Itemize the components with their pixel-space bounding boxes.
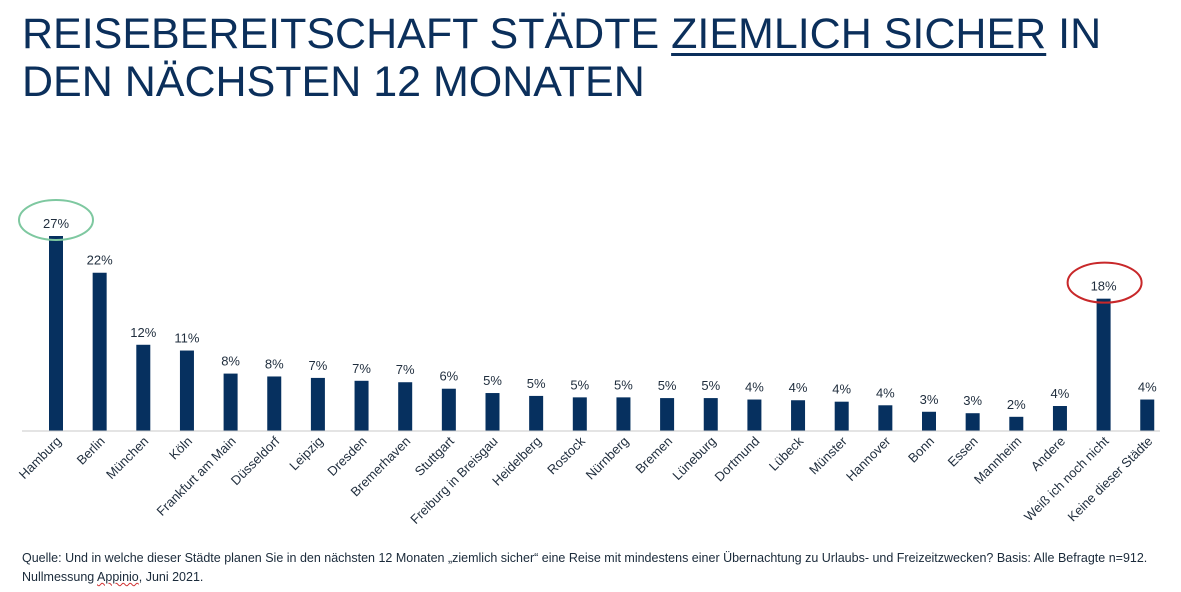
value-label-dortmund: 4% (745, 380, 764, 395)
value-label-frankfurt-am-main: 8% (221, 354, 240, 369)
bar-leipzig (310, 377, 325, 431)
category-label-munchen: München (103, 434, 151, 482)
value-label-bonn: 3% (920, 392, 939, 407)
title-underlined: ZIEMLICH SICHER (671, 10, 1047, 58)
source-text-end: , Juni 2021. (138, 570, 204, 584)
category-label-rostock: Rostock (544, 433, 588, 477)
bar-rostock (572, 397, 587, 431)
value-label-lubeck: 4% (789, 380, 808, 395)
value-label-weiss-ich-noch-nicht: 18% (1091, 279, 1117, 294)
bar-andere (1052, 406, 1067, 431)
bar-dresden (354, 380, 369, 431)
bar-luneburg (703, 398, 718, 431)
value-label-munster: 4% (832, 382, 851, 397)
bar-lubeck (791, 400, 806, 431)
chart-title: REISEBEREITSCHAFT STÄDTE ZIEMLICH SICHER… (22, 10, 1172, 106)
highlight-ellipse-hamburg (18, 199, 94, 241)
value-label-stuttgart: 6% (439, 369, 458, 384)
category-label-munster: Münster (806, 433, 850, 477)
category-label-freiburg-in-breisgau: Freiburg in Breisgau (407, 434, 500, 527)
category-label-bremen: Bremen (632, 434, 675, 477)
bar-frankfurt-am-main (223, 373, 238, 431)
source-text: Quelle: Und in welche dieser Städte plan… (22, 551, 1148, 584)
highlight-ellipse-weiss-ich-noch-nicht (1066, 261, 1143, 304)
category-label-koln: Köln (166, 434, 195, 463)
category-label-dortmund: Dortmund (712, 434, 763, 485)
bar-dusseldorf (267, 376, 282, 431)
value-label-freiburg-in-breisgau: 5% (483, 373, 502, 388)
category-label-essen: Essen (945, 434, 981, 470)
value-label-hannover: 4% (876, 385, 895, 400)
bar-nurnberg (616, 397, 631, 431)
category-label-nurnberg: Nürnberg (583, 434, 632, 483)
category-label-berlin: Berlin (74, 434, 108, 468)
value-label-koln: 11% (174, 331, 199, 346)
bars-group (49, 236, 1155, 431)
bar-stuttgart (441, 388, 456, 431)
bar-munster (834, 401, 849, 431)
category-label-hannover: Hannover (843, 433, 894, 484)
value-label-dresden: 7% (352, 361, 371, 376)
value-label-bremerhaven: 7% (396, 362, 415, 377)
bar-freiburg-in-breisgau (485, 393, 500, 431)
category-label-mannheim: Mannheim (971, 434, 1025, 488)
bar-bremerhaven (398, 382, 413, 431)
bar-weiss-ich-noch-nicht (1096, 298, 1111, 431)
bar-berlin (92, 272, 107, 431)
category-label-lubeck: Lübeck (766, 433, 807, 474)
category-label-leipzig: Leipzig (286, 434, 326, 474)
bar-koln (179, 350, 194, 431)
title-part-1: REISEBEREITSCHAFT STÄDTE (22, 10, 672, 58)
value-labels-group: 27% 22% 12% 11% 8% 8% 7% 7% 7% 6% 5% 5% 5% 5% 5% 5% 4% 4%… (43, 216, 1157, 412)
value-label-andere: 4% (1051, 386, 1070, 401)
value-label-munchen: 12% (130, 325, 156, 340)
value-label-nurnberg: 5% (614, 377, 633, 392)
title-part-2: IN DEN NÄCHSTEN 12 MONATEN (22, 10, 1102, 106)
category-label-keine-dieser-stadte: Keine dieser Städte (1065, 434, 1156, 525)
category-label-andere: Andere (1028, 434, 1068, 474)
bar-hamburg (49, 236, 63, 431)
bar-heidelberg (529, 395, 544, 431)
value-label-bremen: 5% (658, 378, 677, 393)
bar-dortmund (747, 399, 762, 431)
value-label-essen: 3% (963, 393, 982, 408)
category-label-hamburg: Hamburg (16, 434, 64, 482)
category-label-frankfurt-am-main: Frankfurt am Main (154, 434, 239, 519)
category-label-luneburg: Lüneburg (669, 434, 718, 483)
bar-munchen (136, 344, 151, 431)
bar-essen (965, 413, 980, 431)
value-label-berlin: 22% (87, 253, 113, 268)
value-label-heidelberg: 5% (527, 376, 546, 391)
annotations-group (18, 199, 1143, 304)
bar-hannover (878, 405, 893, 431)
bar-bremen (660, 398, 675, 431)
value-label-rostock: 5% (570, 377, 589, 392)
value-label-hamburg: 27% (43, 216, 69, 231)
bar-bonn (922, 411, 936, 431)
source-note: Quelle: Und in welche dieser Städte plan… (22, 549, 1172, 587)
value-label-keine-dieser-stadte: 4% (1138, 380, 1157, 395)
category-label-bonn: Bonn (905, 434, 937, 466)
value-label-dusseldorf: 8% (265, 356, 284, 371)
bar-mannheim (1009, 416, 1024, 431)
value-label-mannheim: 2% (1007, 397, 1026, 412)
source-flagged-word: Appinio (97, 570, 139, 584)
bar-keine-dieser-stadte (1140, 399, 1155, 431)
value-label-luneburg: 5% (701, 378, 720, 393)
value-label-leipzig: 7% (309, 358, 328, 373)
